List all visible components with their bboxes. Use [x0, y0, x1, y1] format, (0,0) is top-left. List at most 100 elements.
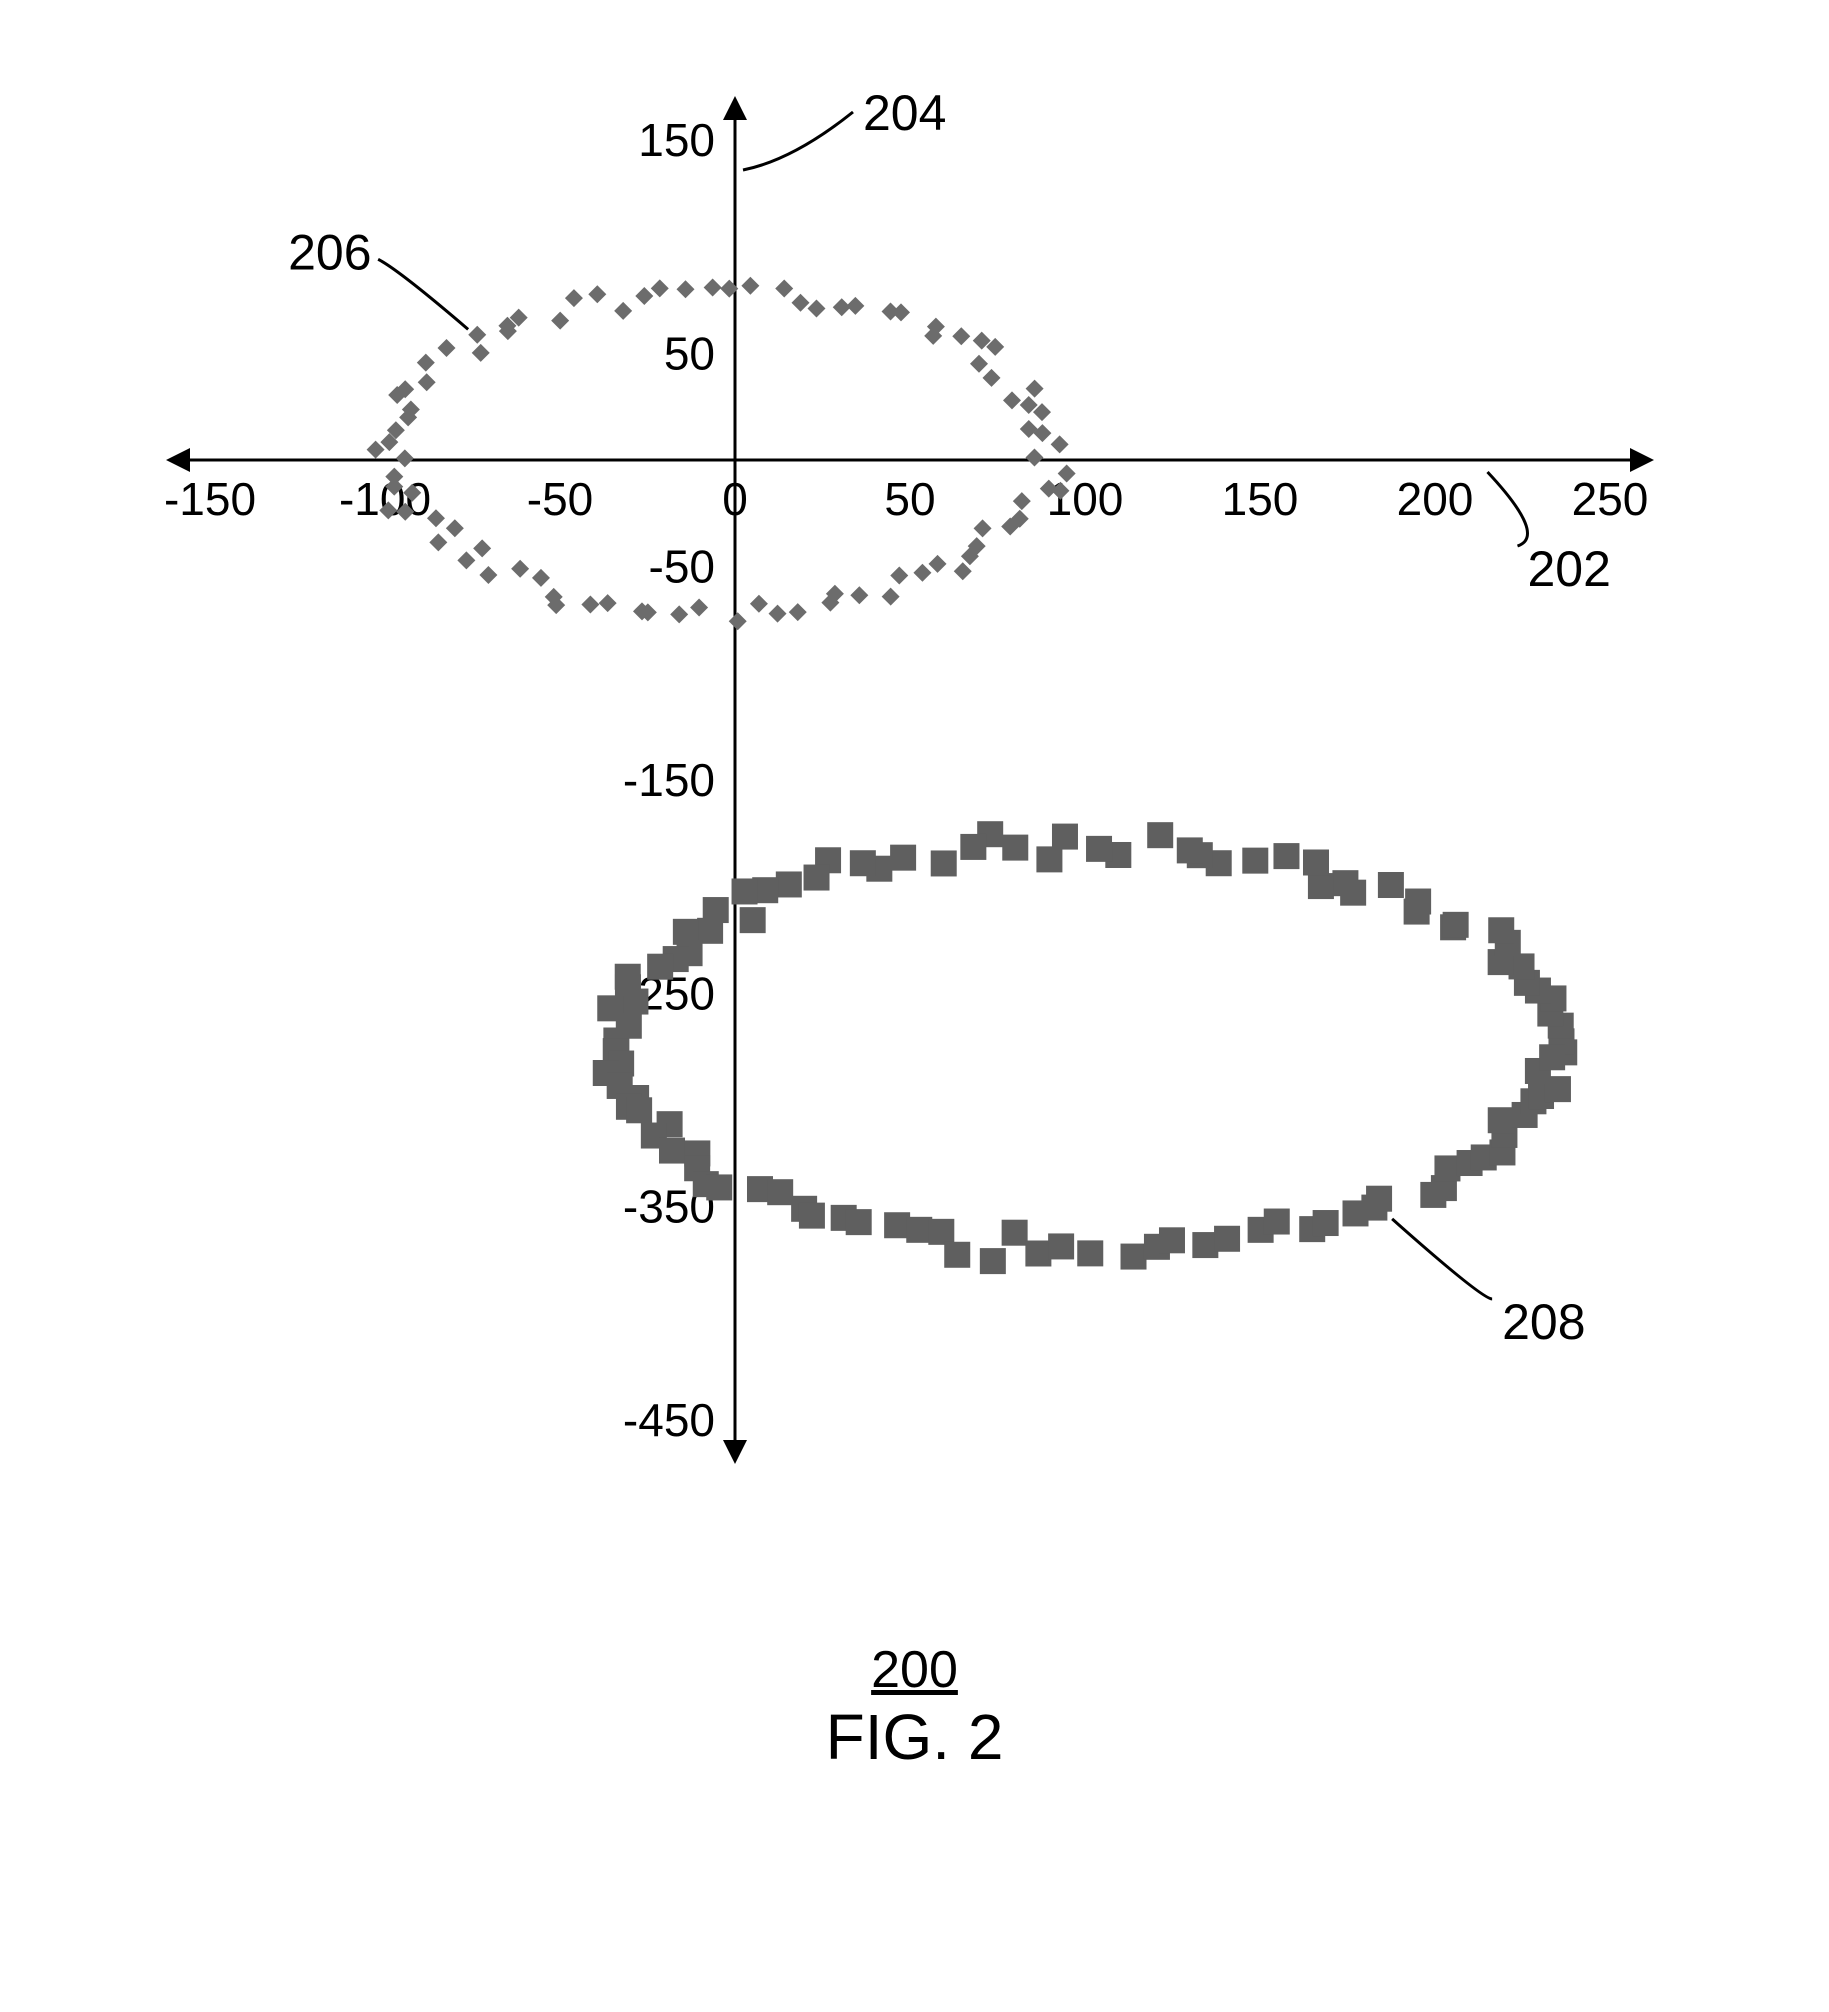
data-point	[913, 564, 931, 582]
data-point	[670, 605, 688, 623]
data-point	[1147, 822, 1173, 848]
y-tick-label: -450	[623, 1394, 715, 1446]
data-point	[1488, 917, 1514, 943]
x-tick-label: 50	[884, 473, 935, 525]
data-point	[741, 277, 759, 295]
data-point	[1434, 1155, 1460, 1181]
data-point	[732, 878, 758, 904]
x-tick-label: 250	[1572, 473, 1649, 525]
figure-caption: 200 FIG. 2	[0, 1640, 1829, 1774]
x-tick-label: 100	[1047, 473, 1124, 525]
data-point	[659, 1138, 685, 1164]
data-point	[457, 551, 475, 569]
data-point	[850, 586, 868, 604]
data-point	[468, 326, 486, 344]
data-point	[776, 871, 802, 897]
annotation-204-label: 204	[863, 85, 946, 141]
data-point	[396, 449, 414, 467]
x-tick-label: 150	[1222, 473, 1299, 525]
data-point	[472, 344, 490, 362]
data-point	[890, 845, 916, 871]
data-point	[429, 533, 447, 551]
data-point	[622, 989, 648, 1015]
data-point	[1539, 1044, 1565, 1070]
data-point	[882, 588, 900, 606]
data-point	[1264, 1209, 1290, 1235]
data-point	[588, 285, 606, 303]
data-point	[804, 865, 830, 891]
data-point	[697, 918, 723, 944]
data-point	[1242, 848, 1268, 874]
data-point	[1052, 824, 1078, 850]
data-point	[1177, 837, 1203, 863]
data-point	[704, 278, 722, 296]
data-point	[437, 339, 455, 357]
data-point	[479, 566, 497, 584]
data-point	[1332, 870, 1358, 896]
data-point	[599, 594, 617, 612]
scatter-chart: -150-100-5005010015020025015050-50-150-2…	[110, 80, 1710, 1480]
data-point	[676, 280, 694, 298]
x-tick-label: -100	[339, 473, 431, 525]
data-point	[1002, 1220, 1028, 1246]
data-point	[626, 1097, 652, 1123]
data-point	[1036, 846, 1062, 872]
data-point	[729, 612, 747, 630]
y-tick-label: -150	[623, 754, 715, 806]
data-point	[775, 280, 793, 298]
data-point	[1366, 1186, 1392, 1212]
data-point	[833, 298, 851, 316]
data-point	[1026, 380, 1044, 398]
series-ellipse_206	[367, 277, 1076, 631]
data-point	[740, 907, 766, 933]
data-point	[931, 850, 957, 876]
data-point	[1159, 1227, 1185, 1253]
data-point	[1488, 1107, 1514, 1133]
y-tick-label: 50	[664, 327, 715, 379]
annotation-202-leader	[1488, 472, 1528, 546]
series-ellipse_208	[593, 821, 1577, 1274]
data-point	[884, 1212, 910, 1238]
data-point	[767, 1179, 793, 1205]
data-point	[960, 834, 986, 860]
data-point	[706, 1174, 732, 1200]
data-point	[928, 1219, 954, 1245]
data-point	[882, 302, 900, 320]
data-point	[651, 279, 669, 297]
data-point	[1121, 1244, 1147, 1270]
data-point	[1025, 449, 1043, 467]
data-point	[511, 560, 529, 578]
data-point	[551, 312, 569, 330]
figure-page: -150-100-5005010015020025015050-50-150-2…	[0, 0, 1829, 2012]
data-point	[614, 302, 632, 320]
figure-number: 200	[0, 1640, 1829, 1700]
data-point	[1443, 912, 1469, 938]
x-tick-label: -150	[164, 473, 256, 525]
data-point	[532, 569, 550, 587]
data-point	[1214, 1226, 1240, 1252]
data-point	[1025, 1240, 1051, 1266]
data-point	[1405, 889, 1431, 915]
data-point	[473, 539, 491, 557]
x-tick-label: 200	[1397, 473, 1474, 525]
data-point	[1020, 420, 1038, 438]
data-point	[974, 519, 992, 537]
x-tick-label: -50	[527, 473, 593, 525]
data-point	[1003, 391, 1021, 409]
annotation-206-leader	[378, 259, 468, 329]
figure-label: FIG. 2	[0, 1700, 1829, 1774]
data-point	[1013, 492, 1031, 510]
x-tick-label: 0	[722, 473, 748, 525]
annotation-202-label: 202	[1528, 541, 1611, 597]
annotation-206-label: 206	[288, 224, 371, 280]
data-point	[647, 954, 673, 980]
data-point	[846, 1209, 872, 1235]
data-point	[791, 294, 809, 312]
data-point	[418, 373, 436, 391]
data-point	[1051, 435, 1069, 453]
data-point	[1378, 872, 1404, 898]
data-point	[850, 850, 876, 876]
data-point	[1313, 1210, 1339, 1236]
data-point	[789, 603, 807, 621]
data-point	[1303, 849, 1329, 875]
